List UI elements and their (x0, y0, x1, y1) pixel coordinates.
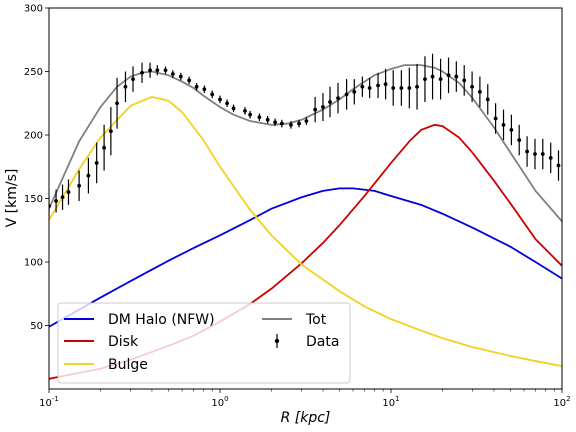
x-tick-exponent: 2 (566, 395, 570, 403)
data-point (163, 68, 168, 73)
data-point (321, 105, 325, 109)
data-point (525, 149, 529, 154)
x-tick-label: 10-1 (39, 395, 59, 409)
data-point (446, 73, 451, 78)
legend-label: Tot (305, 312, 327, 328)
legend-marker-point (274, 338, 280, 344)
data-point (517, 138, 522, 142)
data-point (438, 77, 443, 82)
data-point (360, 84, 365, 89)
data-point (155, 68, 160, 73)
y-tick-label: 50 (30, 321, 43, 332)
data-point (225, 101, 229, 106)
data-point (477, 89, 482, 94)
data-point (407, 86, 412, 90)
x-tick-exponent: 0 (224, 395, 228, 403)
data-point (54, 199, 58, 203)
data-point (131, 77, 135, 82)
y-tick-label: 100 (24, 258, 43, 269)
data-point (376, 83, 380, 88)
data-point (94, 161, 99, 165)
data-point (289, 122, 293, 127)
data-point (115, 101, 119, 106)
data-point (501, 122, 506, 127)
data-point (352, 89, 357, 94)
data-point (304, 119, 309, 123)
data-point (66, 190, 71, 195)
y-tick-label: 150 (24, 194, 43, 205)
legend-label: DM Halo (NFW) (108, 312, 215, 328)
y-tick-label: 250 (24, 67, 43, 78)
data-point (367, 86, 372, 90)
data-point (257, 115, 262, 120)
data-point (540, 152, 545, 156)
data-point (297, 121, 301, 126)
data-point (383, 82, 388, 87)
series-line-0 (49, 187, 562, 328)
data-point (462, 78, 467, 83)
data-point (548, 155, 553, 160)
data-point (102, 145, 106, 150)
data-layer (49, 53, 561, 217)
data-point (509, 128, 514, 132)
data-point (194, 84, 199, 89)
data-point (313, 107, 318, 112)
data-point (202, 87, 207, 92)
data-point (178, 74, 183, 79)
series-line-2 (49, 95, 562, 368)
legend-label: Disk (108, 334, 139, 350)
data-point (399, 86, 404, 90)
legend-box (57, 302, 351, 384)
data-point (391, 86, 396, 90)
data-point (273, 120, 277, 125)
data-point (328, 100, 332, 104)
data-point (231, 106, 236, 111)
x-axis-label: R [kpc] (281, 410, 331, 426)
data-point (248, 112, 253, 117)
data-point (556, 163, 561, 168)
x-tick-label: 101 (382, 395, 399, 409)
data-point (344, 92, 349, 97)
x-tick-exponent: -1 (52, 395, 59, 403)
y-tick-label: 300 (24, 4, 43, 15)
x-tick-exponent: 1 (395, 395, 399, 403)
data-point (148, 68, 152, 73)
y-axis-label: V [km/s] (4, 169, 20, 228)
series-line-3 (49, 64, 562, 222)
data-point (77, 183, 82, 188)
data-point (336, 96, 340, 101)
data-point (279, 121, 284, 126)
data-point (218, 97, 222, 102)
data-point (243, 108, 247, 113)
data-point (454, 74, 459, 79)
data-point (108, 129, 113, 134)
data-point (415, 84, 419, 89)
legend-label: Data (306, 334, 339, 350)
legend: DM Halo (NFW) Disk Bulge Tot Data (57, 302, 351, 384)
data-point (187, 78, 192, 83)
data-point (485, 97, 490, 102)
legend-label: Bulge (108, 357, 148, 373)
data-point (123, 84, 128, 89)
data-point (493, 116, 498, 121)
data-point (170, 72, 175, 76)
data-point (210, 92, 215, 97)
y-tick-label: 200 (24, 131, 43, 142)
data-point (430, 74, 435, 79)
data-point (470, 84, 474, 89)
x-tick-label: 102 (553, 395, 570, 409)
data-point (423, 77, 427, 82)
x-axis-label-text: R [kpc] (281, 410, 331, 426)
data-point (533, 152, 537, 156)
data-point (86, 173, 91, 178)
data-point (140, 70, 144, 75)
x-tick-label: 100 (211, 395, 228, 409)
data-point (60, 195, 65, 200)
data-point (265, 117, 270, 122)
